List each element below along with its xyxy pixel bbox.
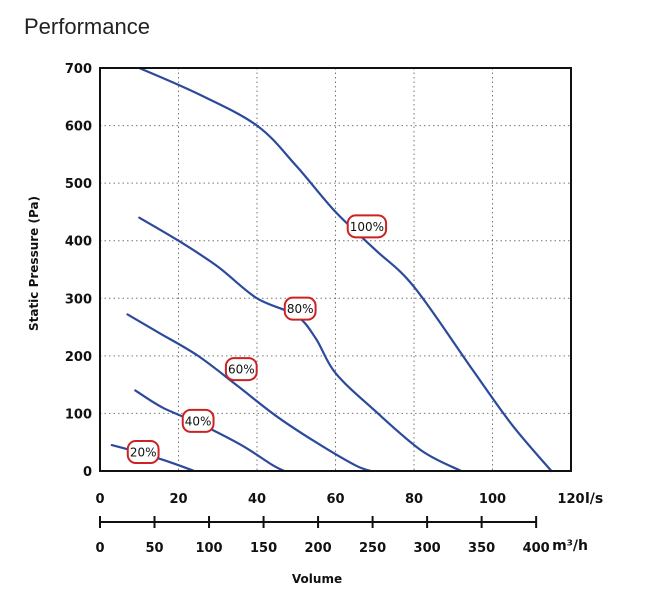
series-lines: [110, 66, 553, 473]
x-tick-label: 20: [169, 492, 187, 507]
series-line-80pct: [138, 216, 463, 473]
x2-tick-label: 50: [145, 541, 163, 556]
curve-label-box: [126, 440, 160, 465]
curve-label-box: [224, 357, 258, 382]
curve-label-box: [181, 408, 215, 433]
curve-label-80pct: 80%: [283, 296, 317, 321]
x2-tick-label: 250: [359, 541, 386, 556]
x-axis-unit: l/s: [585, 491, 603, 507]
curve-labels: 100% 80% 60% 40% 20%: [126, 214, 388, 465]
curve-label-text: 100%: [350, 220, 384, 234]
curve-label-100pct: 100%: [346, 214, 388, 239]
chart-title: Performance: [24, 14, 150, 39]
grid: [100, 68, 571, 471]
series-line-40pct: [134, 389, 286, 473]
curve-label-text: 60%: [228, 363, 255, 377]
curve-label-20pct: 20%: [126, 440, 160, 465]
y-axis-ticks: 0 100 200 300 400 500 600 700: [65, 62, 92, 480]
y-tick-label: 300: [65, 292, 92, 307]
x2-tick-label: 100: [195, 541, 222, 556]
x2-axis-unit: m³/h: [552, 538, 588, 554]
x2-tick-label: 300: [414, 541, 441, 556]
y-tick-label: 400: [65, 235, 92, 250]
curve-label-text: 80%: [287, 302, 314, 316]
curve-label-text: 40%: [185, 414, 212, 428]
x-tick-label: 80: [405, 492, 423, 507]
x-tick-label: 100: [479, 492, 506, 507]
x-tick-label: 120: [557, 492, 584, 507]
y-tick-label: 100: [65, 407, 92, 422]
x-tick-label: 0: [95, 492, 104, 507]
curve-label-box: [346, 214, 388, 239]
x-axis-ticks: 0 20 40 60 80 100 120: [95, 492, 584, 507]
plot-frame: [99, 67, 572, 472]
curve-label-60pct: 60%: [224, 357, 258, 382]
x2-tick-label: 150: [250, 541, 277, 556]
series-line-60pct: [126, 313, 372, 473]
x-tick-label: 60: [326, 492, 344, 507]
y-tick-label: 500: [65, 177, 92, 192]
curve-label-text: 20%: [130, 446, 157, 460]
x2-tick-label: 350: [468, 541, 495, 556]
y-tick-label: 200: [65, 350, 92, 365]
curve-label-box: [283, 296, 317, 321]
curve-label-40pct: 40%: [181, 408, 215, 433]
y-tick-label: 700: [65, 62, 92, 77]
x2-tick-label: 400: [523, 541, 550, 556]
x-tick-label: 40: [248, 492, 266, 507]
x2-tick-label: 200: [305, 541, 332, 556]
x2-tick-label: 0: [95, 541, 104, 556]
y-axis-title: Static Pressure (Pa): [27, 196, 41, 331]
x2-axis: 0 50 100 150 200 250 300 350 400: [95, 516, 550, 556]
x-axis-title: Volume: [292, 572, 342, 586]
y-tick-label: 0: [83, 465, 92, 480]
y-tick-label: 600: [65, 120, 92, 135]
